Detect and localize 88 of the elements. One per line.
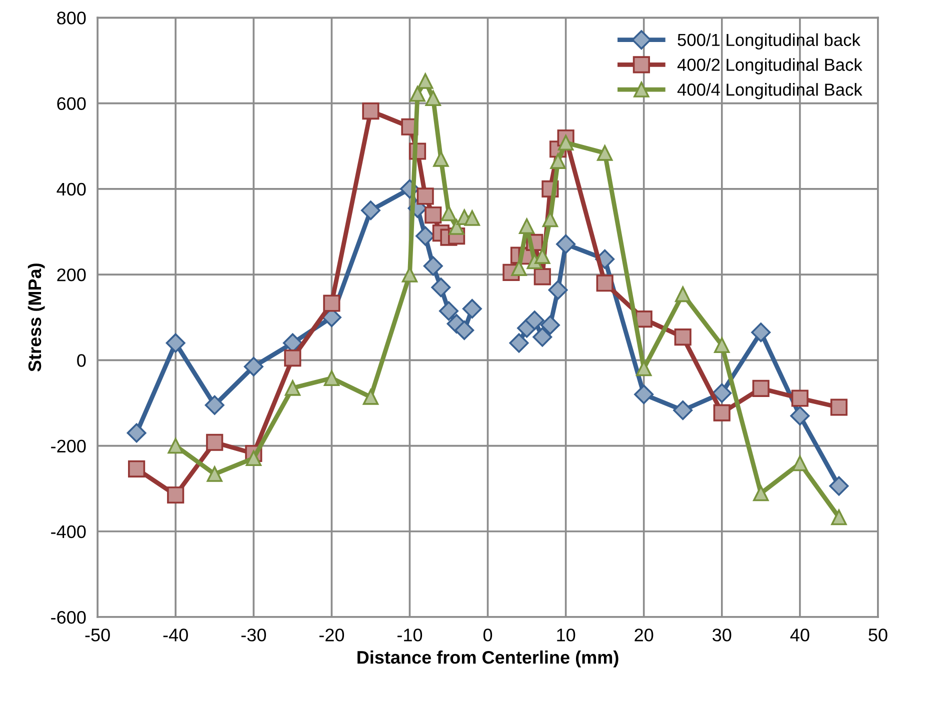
y-tick-label: 0 (77, 354, 86, 367)
y-tick-label: -600 (51, 610, 86, 624)
point (752, 380, 770, 397)
point (673, 400, 693, 420)
point (425, 90, 441, 106)
point (417, 73, 434, 89)
point (556, 234, 576, 254)
x-tick-label: 20 (634, 628, 654, 642)
point (128, 460, 146, 478)
point (246, 450, 262, 466)
point (244, 356, 264, 376)
point (284, 349, 302, 367)
point (416, 188, 434, 205)
point (524, 310, 544, 330)
point (534, 268, 551, 286)
point (830, 398, 848, 416)
point (454, 320, 474, 340)
y-tick-label: 200 (57, 268, 86, 282)
point (423, 256, 443, 276)
legend-label: 500/1 Longitudinal back (678, 33, 860, 50)
point (596, 145, 613, 161)
point (410, 86, 426, 102)
point (634, 384, 654, 404)
x-tick-label: -30 (241, 628, 266, 642)
point (675, 286, 691, 302)
point (323, 294, 340, 312)
point (831, 509, 847, 526)
point (713, 404, 730, 422)
point (166, 333, 186, 353)
legend-label: 400/4 Longitudinal Back (677, 83, 862, 100)
point (509, 333, 529, 353)
x-tick-label: 40 (790, 628, 810, 642)
x-tick-label: 10 (557, 628, 576, 642)
point (448, 219, 464, 235)
point (596, 274, 614, 292)
point (532, 327, 552, 347)
point (792, 455, 808, 472)
point (790, 406, 810, 426)
point (168, 438, 184, 454)
point (542, 211, 558, 228)
point (438, 301, 458, 321)
x-tick-label: -40 (163, 628, 188, 642)
point (462, 299, 482, 319)
point (440, 205, 457, 222)
y-tick-label: 800 (57, 12, 86, 24)
point (206, 434, 224, 451)
point (284, 380, 301, 396)
point (674, 328, 692, 346)
point (511, 260, 527, 276)
point (362, 389, 379, 405)
point (362, 102, 380, 120)
point (431, 278, 451, 298)
point (324, 370, 340, 386)
point (534, 248, 550, 264)
point (550, 153, 566, 169)
x-tick-label: -50 (85, 628, 110, 642)
point (635, 310, 652, 328)
x-tick-label: 30 (712, 628, 732, 642)
y-tick-label: -200 (51, 440, 86, 453)
point (464, 210, 480, 226)
point (791, 390, 808, 407)
y-tick-label: 400 (56, 182, 86, 196)
point (540, 315, 560, 335)
y-tick-label: -400 (51, 525, 86, 538)
point (558, 134, 574, 151)
y-axis-title: Stress (MPa) (28, 264, 45, 372)
x-tick-label: -20 (319, 628, 344, 642)
y-tick-label: 600 (57, 97, 86, 110)
point (518, 218, 535, 234)
point (636, 360, 652, 376)
point (753, 485, 769, 502)
point (433, 151, 449, 167)
point (126, 423, 146, 443)
x-tick-label: 0 (483, 628, 492, 642)
point (167, 486, 184, 504)
point (424, 206, 442, 224)
x-axis-title: Distance from Centerline (mm) (358, 650, 618, 668)
point (548, 280, 568, 300)
point (829, 476, 849, 496)
point (714, 337, 730, 354)
point (204, 395, 224, 415)
x-tick-label: -10 (397, 628, 422, 642)
legend-label: 400/2 Longitudinal Back (677, 58, 862, 74)
point (712, 383, 732, 403)
point (751, 322, 771, 342)
point (206, 466, 222, 482)
point (360, 200, 380, 220)
x-tick-label: 50 (868, 628, 888, 642)
